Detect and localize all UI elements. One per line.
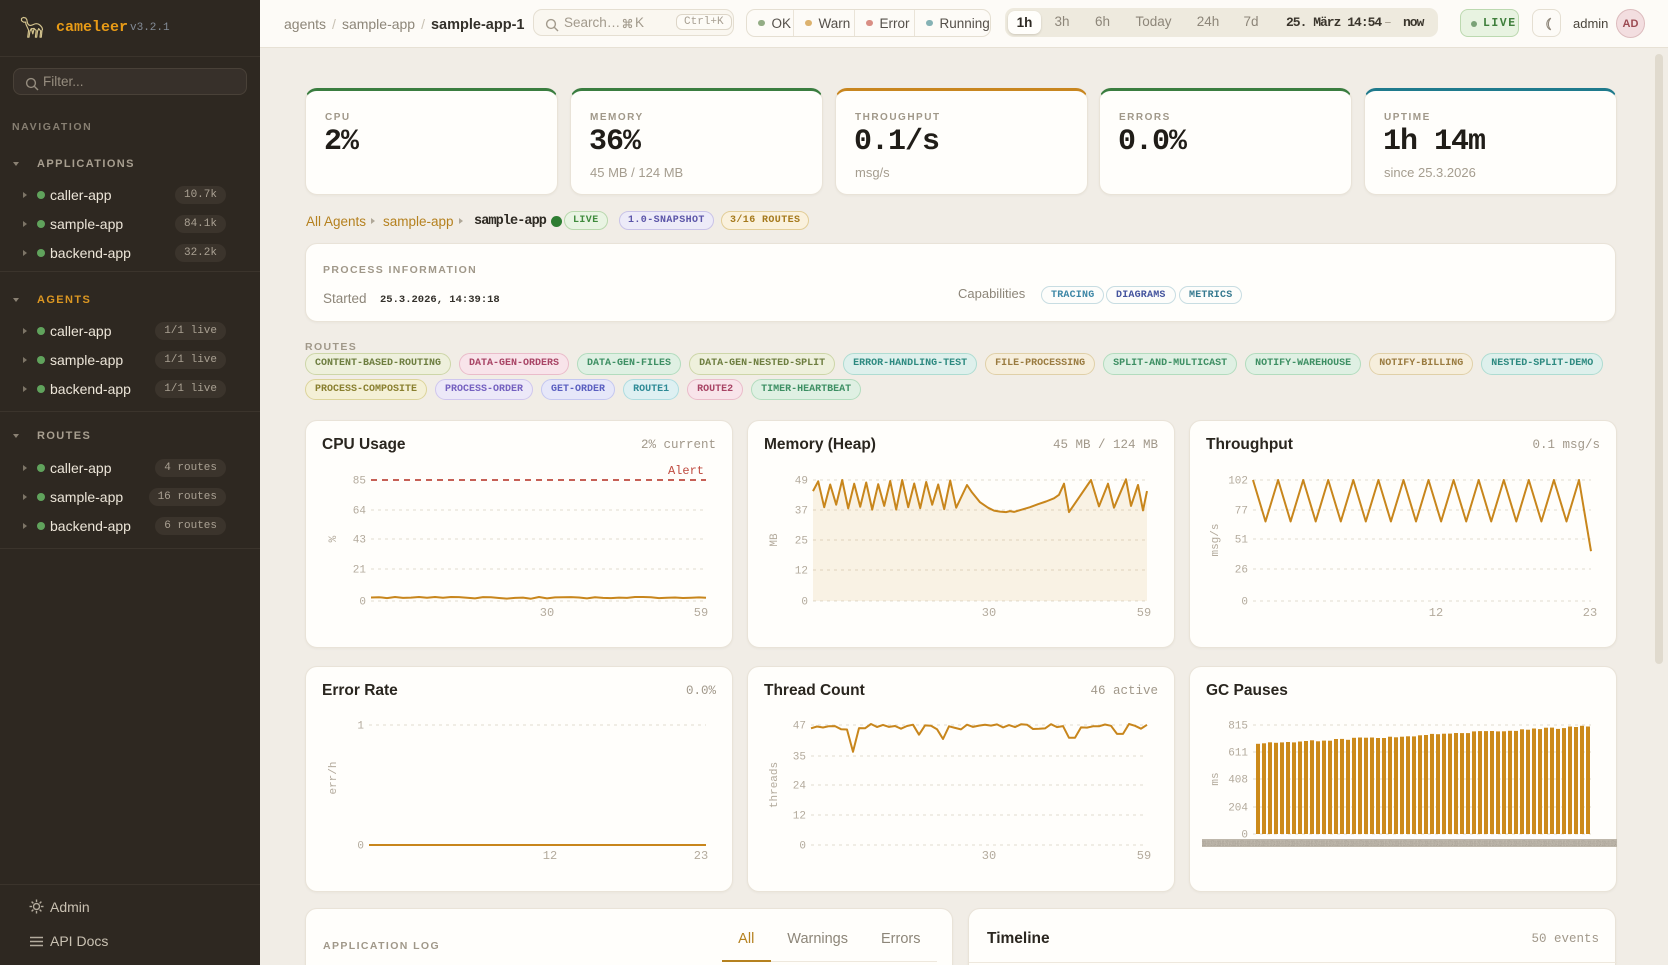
svg-text:Alert: Alert <box>668 464 704 478</box>
svg-text:23: 23 <box>1583 606 1597 620</box>
svg-text:43: 43 <box>353 535 366 547</box>
svg-text:0: 0 <box>359 597 366 609</box>
svg-text:47: 47 <box>793 721 806 733</box>
svg-text:0: 0 <box>357 841 364 853</box>
svg-text:611: 611 <box>1228 748 1248 760</box>
svg-text:0: 0 <box>1241 830 1248 842</box>
svg-text:23: 23 <box>694 849 708 863</box>
svg-text:threads: threads <box>769 762 781 808</box>
svg-text:0: 0 <box>799 841 806 853</box>
svg-text:2026-03-25T14:2026-03-25T14:20: 2026-03-25T14:2026-03-25T14:2026-03-25T1… <box>1202 840 1617 849</box>
svg-text:%: % <box>328 535 340 542</box>
svg-text:30: 30 <box>982 606 996 620</box>
svg-text:msg/s: msg/s <box>1210 523 1222 556</box>
svg-text:85: 85 <box>353 476 366 488</box>
svg-text:30: 30 <box>540 606 554 620</box>
svg-text:12: 12 <box>543 849 557 863</box>
svg-text:0: 0 <box>801 597 808 609</box>
svg-text:102: 102 <box>1228 476 1248 488</box>
svg-text:30: 30 <box>982 849 996 863</box>
svg-text:ms: ms <box>1210 772 1222 785</box>
svg-text:59: 59 <box>1137 849 1151 863</box>
svg-text:0: 0 <box>1241 597 1248 609</box>
svg-text:37: 37 <box>795 506 808 518</box>
svg-text:26: 26 <box>1235 565 1248 577</box>
svg-text:1: 1 <box>357 721 364 733</box>
svg-text:25: 25 <box>795 536 808 548</box>
svg-text:12: 12 <box>795 566 808 578</box>
svg-text:12: 12 <box>1429 606 1443 620</box>
svg-text:204: 204 <box>1228 803 1248 815</box>
svg-text:err/h: err/h <box>328 761 340 794</box>
svg-text:35: 35 <box>793 752 806 764</box>
svg-text:408: 408 <box>1228 775 1248 787</box>
svg-text:64: 64 <box>353 506 367 518</box>
svg-text:815: 815 <box>1228 721 1248 733</box>
svg-text:59: 59 <box>1137 606 1151 620</box>
svg-text:49: 49 <box>795 476 808 488</box>
svg-text:12: 12 <box>793 811 806 823</box>
svg-text:77: 77 <box>1235 506 1248 518</box>
svg-text:59: 59 <box>694 606 708 620</box>
svg-text:51: 51 <box>1235 535 1249 547</box>
svg-text:MB: MB <box>769 533 781 547</box>
svg-text:21: 21 <box>353 565 367 577</box>
svg-text:24: 24 <box>793 781 807 793</box>
